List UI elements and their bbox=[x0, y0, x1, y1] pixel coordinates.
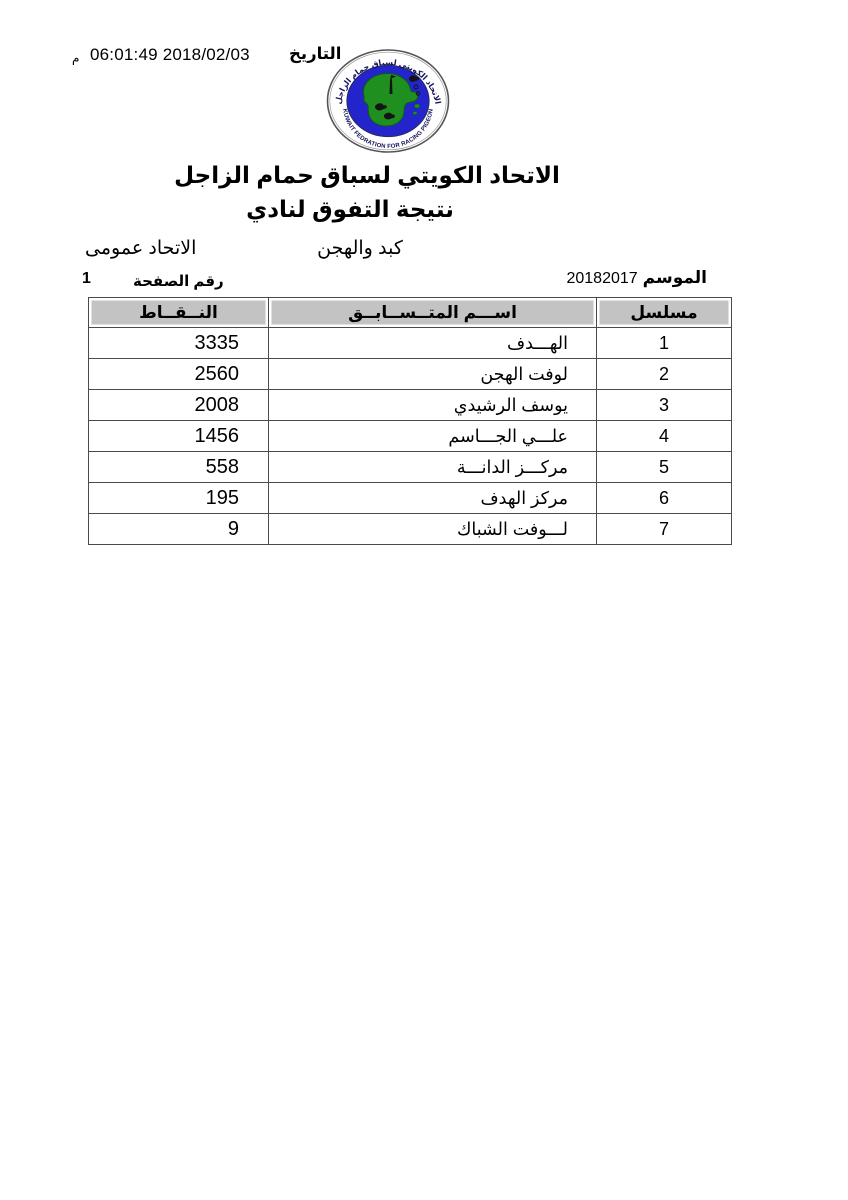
season-value: 20182017 bbox=[566, 270, 638, 287]
seal-pigeon-icon-2 bbox=[383, 112, 395, 120]
federation-title: الاتحاد الكويتي لسباق حمام الزاجل bbox=[174, 162, 560, 188]
table-row: 5 مركـــز الدانـــة 558 bbox=[88, 451, 732, 483]
table-row: 1 الهـــدف 3335 bbox=[88, 327, 732, 359]
table-header-row: مسلسل اســـم المتــســابــق النــقــاط bbox=[88, 297, 732, 328]
points-cell: 195 bbox=[88, 482, 269, 514]
name-cell: لـــوفت الشباك bbox=[268, 513, 597, 545]
seal-flag-icon bbox=[391, 75, 396, 79]
name-cell: الهـــدف bbox=[268, 327, 597, 359]
results-table-body: 1 الهـــدف 3335 2 لوفت الهجن 2560 3 يوسف الرشيد… bbox=[88, 327, 732, 545]
header-points: النــقــاط bbox=[88, 297, 269, 328]
points-cell: 558 bbox=[88, 451, 269, 483]
report-title: نتيجة التفوق لنادي bbox=[246, 196, 454, 222]
table-row: 7 لـــوفت الشباك 9 bbox=[88, 513, 732, 545]
table-row: 4 علـــي الجـــاسم 1456 bbox=[88, 420, 732, 452]
serial-cell: 7 bbox=[596, 513, 732, 545]
seal-ring-icon-2 bbox=[415, 91, 421, 96]
serial-cell: 4 bbox=[596, 420, 732, 452]
club-name: كبد والهجن bbox=[317, 238, 403, 259]
header-competitor-name: اســـم المتــســابــق bbox=[268, 297, 597, 328]
name-cell: يوسف الرشيدي bbox=[268, 389, 597, 421]
serial-cell: 1 bbox=[596, 327, 732, 359]
season-label: الموسم bbox=[642, 268, 707, 287]
page-number-value: 1 bbox=[82, 270, 91, 287]
seal-kuwait-map bbox=[362, 73, 419, 127]
points-cell: 9 bbox=[88, 513, 269, 545]
serial-cell: 6 bbox=[596, 482, 732, 514]
seal-pigeon-icon-3 bbox=[408, 75, 420, 82]
serial-cell: 3 bbox=[596, 389, 732, 421]
date-value: 06:01:49 2018/02/03 bbox=[90, 45, 250, 64]
season-group: الموسم 20182017 bbox=[566, 268, 707, 288]
header-serial: مسلسل bbox=[596, 297, 732, 328]
points-cell: 2008 bbox=[88, 389, 269, 421]
table-row: 3 يوسف الرشيدي 2008 bbox=[88, 389, 732, 421]
date-meridiem: م bbox=[72, 51, 80, 65]
points-cell: 1456 bbox=[88, 420, 269, 452]
name-cell: مركز الهدف bbox=[268, 482, 597, 514]
federation-type: الاتحاد عمومى bbox=[85, 238, 197, 259]
table-row: 6 مركز الهدف 195 bbox=[88, 482, 732, 514]
page-number-label: رقم الصفحة bbox=[133, 273, 224, 290]
federation-logo: الاتحاد الكويتي لسباق حمام الزاجل KUWAIT… bbox=[326, 48, 450, 154]
federation-seal-icon: الاتحاد الكويتي لسباق حمام الزاجل KUWAIT… bbox=[326, 49, 450, 153]
serial-cell: 2 bbox=[596, 358, 732, 390]
table-row: 2 لوفت الهجن 2560 bbox=[88, 358, 732, 390]
seal-island-1 bbox=[414, 103, 420, 109]
seal-island-2 bbox=[412, 111, 418, 115]
seal-pigeon-icon-1 bbox=[374, 103, 387, 111]
name-cell: مركـــز الدانـــة bbox=[268, 451, 597, 483]
points-cell: 2560 bbox=[88, 358, 269, 390]
seal-ring-icon-1 bbox=[413, 84, 419, 90]
serial-cell: 5 bbox=[596, 451, 732, 483]
name-cell: علـــي الجـــاسم bbox=[268, 420, 597, 452]
seal-tower-icon bbox=[389, 75, 393, 94]
results-table: مسلسل اســـم المتــســابــق النــقــاط 1… bbox=[88, 297, 732, 545]
points-cell: 3335 bbox=[88, 327, 269, 359]
name-cell: لوفت الهجن bbox=[268, 358, 597, 390]
date-label: التاريخ bbox=[289, 45, 342, 63]
